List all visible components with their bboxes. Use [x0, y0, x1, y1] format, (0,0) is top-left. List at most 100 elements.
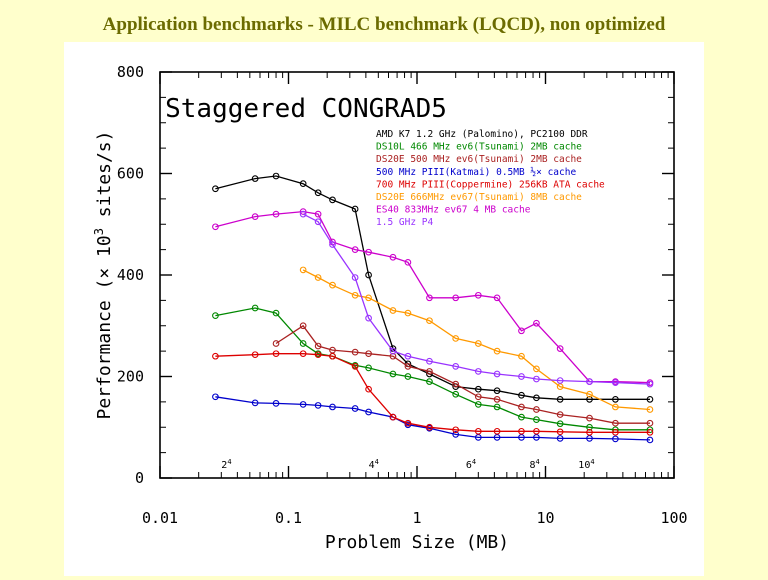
data-point — [272, 172, 280, 180]
data-point — [452, 390, 460, 398]
data-point — [493, 427, 501, 435]
data-point — [646, 436, 654, 444]
data-point — [426, 294, 433, 302]
data-point — [646, 406, 654, 413]
data-point — [646, 428, 654, 436]
data-point — [212, 312, 219, 319]
data-point — [365, 271, 372, 279]
data-point — [365, 294, 372, 302]
lattice-size-base: 6 — [466, 460, 472, 471]
lattice-size-exponent: 4 — [227, 458, 231, 466]
data-point — [272, 340, 280, 347]
data-point — [586, 378, 593, 385]
data-point — [452, 380, 460, 388]
data-point — [365, 385, 372, 393]
data-point — [533, 375, 540, 383]
data-point — [452, 335, 460, 342]
data-point — [452, 294, 460, 302]
data-point — [299, 340, 307, 347]
data-point — [351, 274, 359, 281]
data-point — [251, 351, 259, 359]
y-tick-label: 0 — [135, 469, 144, 487]
series-group — [299, 210, 654, 388]
data-point — [533, 416, 540, 423]
data-point — [272, 309, 280, 317]
data-point — [329, 281, 336, 289]
data-point — [452, 363, 460, 370]
legend-entry: DS20E 666MHz ev67(Tsunami) 8MB cache — [376, 192, 582, 203]
data-point — [518, 391, 525, 399]
data-point — [365, 350, 372, 358]
data-point — [493, 347, 501, 355]
x-tick-label: 1 — [412, 509, 421, 527]
y-axis-label-exponent: 3 — [92, 228, 106, 235]
legend-entry: 500 MHz PIII(Katmai) 0.5MB ½× cache — [376, 167, 576, 178]
chart: 0.01 0.1 1 10 100 0 200 400 600 800 Problem Size (… — [92, 63, 688, 553]
lattice-size-base: 2 — [221, 460, 227, 471]
data-point — [474, 368, 482, 375]
y-axis-label-unit: sites/s) — [94, 130, 115, 228]
y-tick-label: 400 — [117, 266, 144, 284]
series-group — [212, 208, 654, 386]
data-point — [556, 345, 564, 352]
data-point — [493, 294, 501, 302]
data-point — [474, 393, 482, 401]
data-point — [493, 403, 501, 411]
data-point — [314, 210, 322, 218]
data-point — [389, 370, 397, 378]
data-point — [493, 370, 501, 378]
data-point — [272, 400, 280, 407]
y-axis-label: Performance (× 103 sites/s) — [92, 130, 115, 419]
data-point — [474, 340, 482, 347]
data-point — [212, 352, 219, 360]
x-tick-label: 100 — [660, 509, 687, 527]
series-line — [215, 396, 651, 441]
data-point — [329, 352, 336, 360]
data-point — [646, 380, 654, 388]
data-point — [474, 401, 482, 408]
data-point — [518, 403, 525, 411]
data-point — [314, 402, 322, 409]
series-line — [215, 307, 650, 431]
legend-entry: 1.5 GHz P4 — [376, 217, 433, 228]
data-point — [612, 379, 619, 386]
data-point — [389, 347, 397, 355]
data-point — [404, 352, 412, 360]
series-line — [302, 213, 651, 385]
data-point — [329, 196, 336, 204]
lattice-size-exponent: 4 — [590, 458, 594, 466]
data-point — [533, 394, 540, 402]
data-point — [389, 413, 397, 421]
lattice-size-label: 84 — [529, 458, 539, 471]
data-point — [351, 205, 359, 213]
data-point — [612, 395, 619, 403]
data-point — [299, 322, 307, 330]
data-point — [518, 373, 525, 380]
data-point — [251, 304, 259, 312]
data-point — [612, 419, 619, 427]
legend-entry: 700 MHz PIII(Coppermine) 256KB ATA cache — [376, 179, 605, 190]
data-point — [533, 406, 540, 413]
lattice-size-exponent: 4 — [375, 458, 379, 466]
data-point — [251, 175, 259, 182]
data-point — [474, 291, 482, 299]
data-point — [251, 213, 259, 220]
data-point — [351, 291, 359, 299]
x-tick-label: 0.01 — [142, 509, 178, 527]
data-point — [299, 266, 307, 274]
lattice-size-base: 10 — [578, 460, 590, 471]
data-point — [389, 253, 397, 261]
y-tick-label: 800 — [117, 63, 144, 81]
data-point — [426, 357, 433, 365]
lattice-size-label: 44 — [369, 458, 379, 471]
data-point — [329, 403, 336, 411]
y-axis-label-text: Performance (× 10 — [94, 235, 115, 419]
data-point — [314, 351, 322, 359]
data-point — [212, 393, 219, 401]
data-point — [533, 319, 540, 327]
legend-entry: DS10L 466 MHz ev6(Tsunami) 2MB cache — [376, 142, 582, 153]
data-point — [612, 428, 619, 436]
data-point — [493, 395, 501, 403]
data-point — [351, 246, 359, 253]
data-point — [404, 419, 412, 427]
